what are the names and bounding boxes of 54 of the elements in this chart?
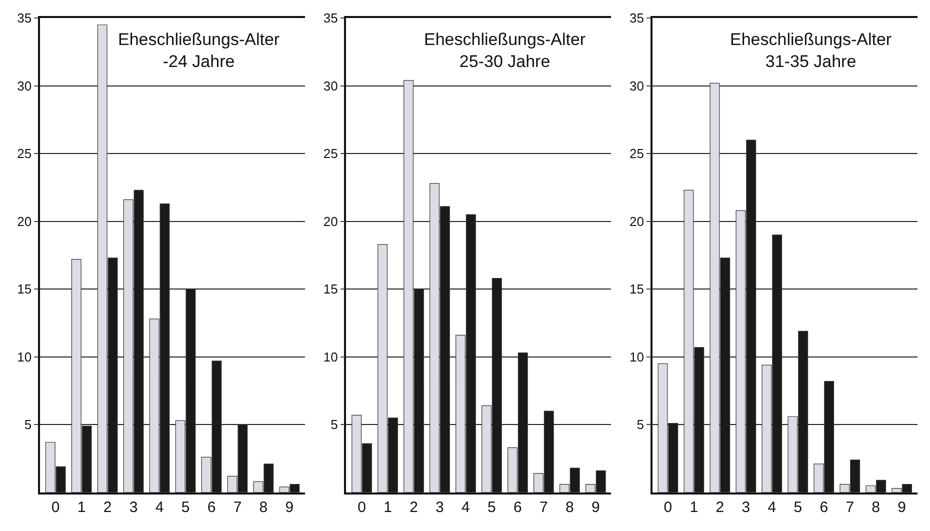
y-tick-label: 5 bbox=[636, 417, 644, 432]
y-tick-label: 20 bbox=[17, 214, 32, 229]
y-tick-label: 35 bbox=[323, 10, 338, 26]
x-tick-label: 9 bbox=[898, 499, 906, 516]
x-tick-label: 2 bbox=[103, 499, 112, 516]
x-tick-label: 0 bbox=[51, 499, 60, 516]
x-tick-label: 6 bbox=[207, 499, 216, 516]
x-tick-label: 1 bbox=[690, 499, 698, 516]
x-tick-label: 3 bbox=[436, 499, 444, 516]
x-tick-label: 7 bbox=[233, 499, 242, 516]
y-tick-label: 35 bbox=[630, 10, 644, 26]
y-tick-label: 30 bbox=[630, 78, 644, 94]
x-tick-label: 0 bbox=[664, 499, 672, 516]
y-tick-label: 15 bbox=[323, 282, 338, 297]
x-tick-label: 9 bbox=[591, 499, 600, 516]
x-tick-label: 5 bbox=[488, 499, 496, 516]
x-tick-label: 4 bbox=[155, 499, 164, 516]
x-tick-label: 2 bbox=[716, 499, 724, 516]
x-tick-label: 4 bbox=[768, 499, 776, 516]
y-tick-label: 20 bbox=[323, 214, 338, 229]
y-tick-label: 20 bbox=[630, 214, 644, 229]
x-tick-label: 6 bbox=[514, 499, 522, 516]
x-tick-label: 6 bbox=[820, 499, 828, 516]
x-tick-label: 1 bbox=[77, 499, 86, 516]
y-tick-label: 5 bbox=[24, 417, 32, 432]
x-tick-label: 8 bbox=[565, 499, 574, 516]
y-tick-label: 25 bbox=[323, 146, 338, 162]
y-tick-label: 25 bbox=[630, 146, 644, 162]
x-tick-label: 8 bbox=[259, 499, 268, 516]
text: Eheschließungs-Alter -24 Jahre bbox=[118, 30, 280, 72]
y-tick-label: 35 bbox=[17, 10, 32, 26]
text: Eheschließungs-Alter 25-30 Jahre bbox=[424, 30, 586, 72]
y-tick-label: 10 bbox=[630, 349, 644, 364]
x-tick-label: 4 bbox=[462, 499, 470, 516]
x-tick-label: 8 bbox=[872, 499, 880, 516]
y-tick-label: 30 bbox=[17, 78, 32, 94]
x-tick-label: 9 bbox=[285, 499, 294, 516]
y-tick-label: 15 bbox=[17, 282, 32, 297]
x-tick-label: 5 bbox=[181, 499, 190, 516]
y-tick-label: 25 bbox=[17, 146, 32, 162]
y-tick-label: 15 bbox=[630, 282, 644, 297]
x-tick-label: 2 bbox=[410, 499, 418, 516]
y-tick-label: 5 bbox=[330, 417, 338, 432]
y-tick-label: 10 bbox=[323, 349, 338, 364]
text: Eheschließungs-Alter 31-35 Jahre bbox=[730, 30, 892, 72]
x-tick-label: 0 bbox=[358, 499, 366, 516]
x-tick-label: 3 bbox=[742, 499, 750, 516]
x-tick-label: 1 bbox=[384, 499, 392, 516]
x-tick-label: 5 bbox=[794, 499, 802, 516]
x-tick-label: 7 bbox=[846, 499, 854, 516]
y-tick-label: 30 bbox=[323, 78, 338, 94]
x-tick-label: 3 bbox=[129, 499, 138, 516]
y-tick-label: 10 bbox=[17, 349, 32, 364]
x-tick-label: 7 bbox=[540, 499, 548, 516]
